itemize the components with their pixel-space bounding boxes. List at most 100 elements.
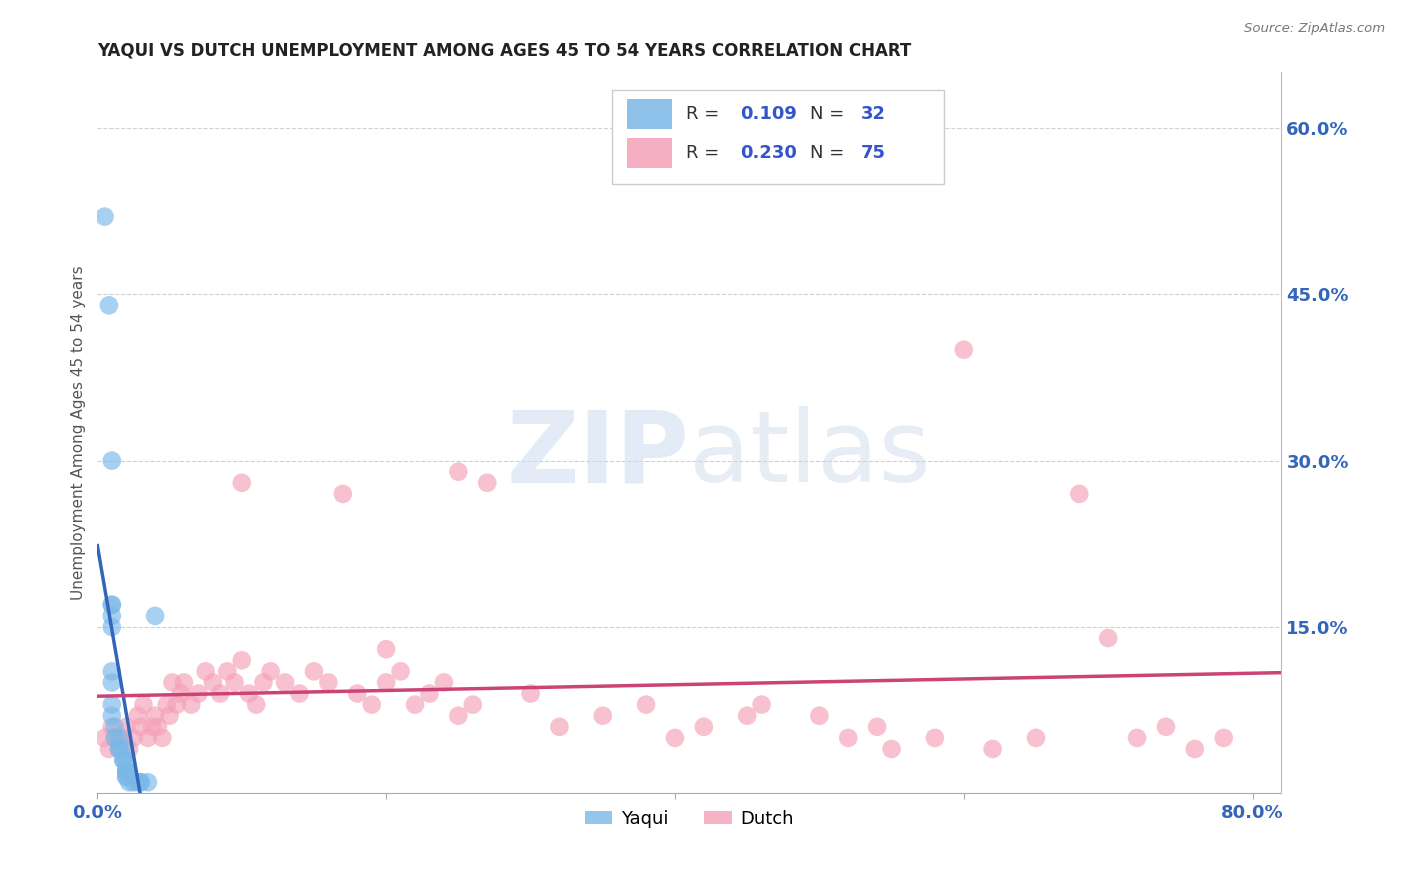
Point — [252, 675, 274, 690]
Point — [101, 598, 124, 612]
Point — [173, 675, 195, 690]
Point — [146, 720, 169, 734]
Point — [952, 343, 974, 357]
Point — [375, 642, 398, 657]
Point — [122, 731, 145, 745]
Point — [231, 475, 253, 490]
Point — [97, 298, 120, 312]
Point — [735, 708, 758, 723]
Text: N =: N = — [810, 105, 851, 123]
Point — [1154, 720, 1177, 734]
Point — [129, 720, 152, 734]
Point — [101, 698, 124, 712]
Point — [162, 675, 184, 690]
Point — [1025, 731, 1047, 745]
Point — [201, 675, 224, 690]
Point — [418, 686, 440, 700]
Point — [141, 720, 163, 734]
Point — [115, 770, 138, 784]
Point — [129, 775, 152, 789]
Point — [880, 742, 903, 756]
Text: R =: R = — [686, 145, 725, 162]
Point — [108, 742, 131, 756]
Point — [231, 653, 253, 667]
Point — [1126, 731, 1149, 745]
Point — [433, 675, 456, 690]
Point — [112, 753, 135, 767]
Point — [115, 753, 138, 767]
Text: N =: N = — [810, 145, 851, 162]
Point — [101, 720, 124, 734]
Point — [136, 775, 159, 789]
Text: 0.109: 0.109 — [741, 105, 797, 123]
Point — [751, 698, 773, 712]
Point — [101, 608, 124, 623]
Point — [101, 598, 124, 612]
Point — [693, 720, 716, 734]
Point — [93, 731, 115, 745]
Point — [318, 675, 340, 690]
FancyBboxPatch shape — [627, 99, 672, 129]
Text: Source: ZipAtlas.com: Source: ZipAtlas.com — [1244, 22, 1385, 36]
Point — [115, 764, 138, 779]
Point — [115, 764, 138, 779]
Point — [101, 620, 124, 634]
Point — [259, 665, 281, 679]
Point — [112, 753, 135, 767]
Point — [101, 708, 124, 723]
Point — [238, 686, 260, 700]
Point — [1097, 631, 1119, 645]
Point — [389, 665, 412, 679]
Point — [461, 698, 484, 712]
Text: 32: 32 — [860, 105, 886, 123]
Point — [136, 731, 159, 745]
Point — [97, 742, 120, 756]
Point — [288, 686, 311, 700]
Point — [156, 698, 179, 712]
Point — [1184, 742, 1206, 756]
Point — [127, 708, 149, 723]
Point — [636, 698, 658, 712]
Text: atlas: atlas — [689, 406, 931, 503]
Point — [150, 731, 173, 745]
FancyBboxPatch shape — [627, 138, 672, 169]
Text: 0.230: 0.230 — [741, 145, 797, 162]
Point — [108, 742, 131, 756]
Point — [217, 665, 239, 679]
Point — [274, 675, 297, 690]
Point — [404, 698, 426, 712]
Point — [143, 608, 166, 623]
Point — [118, 775, 141, 789]
Point — [122, 775, 145, 789]
Legend: Yaqui, Dutch: Yaqui, Dutch — [578, 802, 801, 835]
Point — [104, 731, 127, 745]
Point — [346, 686, 368, 700]
Point — [108, 731, 131, 745]
Point — [664, 731, 686, 745]
Point — [112, 731, 135, 745]
Point — [101, 675, 124, 690]
Point — [1212, 731, 1234, 745]
Point — [143, 708, 166, 723]
Point — [245, 698, 267, 712]
Point — [115, 770, 138, 784]
Point — [981, 742, 1004, 756]
Point — [104, 720, 127, 734]
Point — [101, 453, 124, 467]
Point — [159, 708, 181, 723]
Point — [112, 742, 135, 756]
Point — [104, 731, 127, 745]
Point — [592, 708, 614, 723]
Point — [187, 686, 209, 700]
Point — [519, 686, 541, 700]
Point — [548, 720, 571, 734]
Point — [302, 665, 325, 679]
Point — [209, 686, 232, 700]
Point — [447, 708, 470, 723]
Point — [224, 675, 246, 690]
Point — [129, 775, 152, 789]
Point — [360, 698, 382, 712]
Point — [101, 665, 124, 679]
Point — [170, 686, 193, 700]
Point — [115, 764, 138, 779]
